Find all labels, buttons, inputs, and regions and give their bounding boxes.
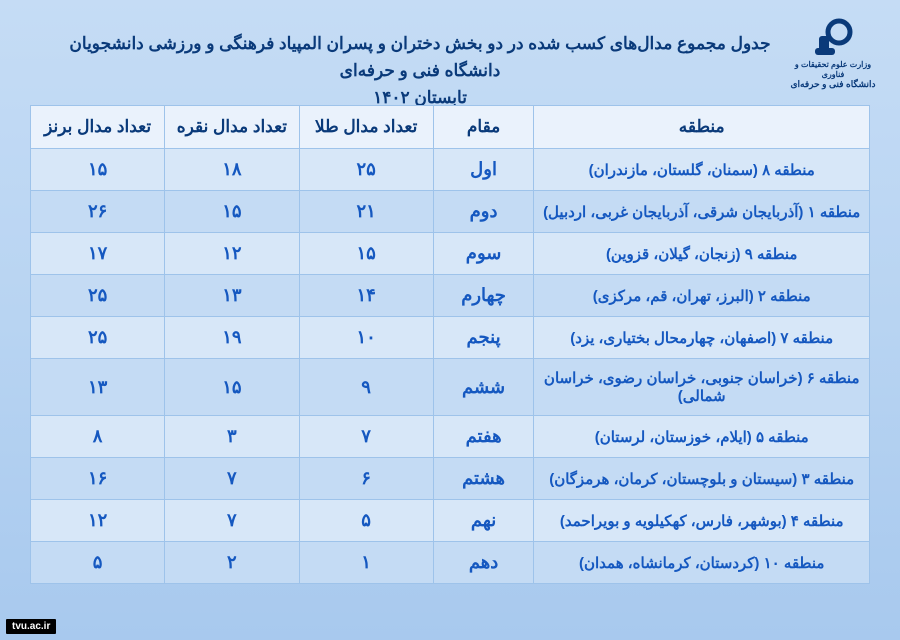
region-cell: منطقه ۹ (زنجان، گیلان، قزوین) [534,233,870,275]
bronze-cell: ۲۵ [31,275,165,317]
silver-cell: ۳ [165,416,299,458]
bronze-cell: ۱۳ [31,359,165,416]
title-line-1: جدول مجموع مدال‌های کسب شده در دو بخش دخ… [60,30,780,84]
gold-cell: ۶ [299,458,433,500]
gold-cell: ۵ [299,500,433,542]
table-row: منطقه ۹ (زنجان، گیلان، قزوین)سوم۱۵۱۲۱۷ [31,233,870,275]
medal-table: منطقه مقام تعداد مدال طلا تعداد مدال نقر… [30,105,870,584]
gold-cell: ۲۱ [299,191,433,233]
table-row: منطقه ۴ (بوشهر، فارس، کهکیلویه و بویراحم… [31,500,870,542]
table-row: منطقه ۶ (خراسان جنوبی، خراسان رضوی، خراس… [31,359,870,416]
rank-cell: دهم [433,542,534,584]
bronze-cell: ۱۷ [31,233,165,275]
region-cell: منطقه ۷ (اصفهان، چهارمحال بختیاری، یزد) [534,317,870,359]
logo-caption-1: وزارت علوم تحقیقات و فناوری [788,60,878,79]
rank-cell: هشتم [433,458,534,500]
rank-cell: هفتم [433,416,534,458]
col-rank: مقام [433,106,534,149]
logo-caption-2: دانشگاه فنی و حرفه‌ای [788,79,878,91]
region-cell: منطقه ۲ (البرز، تهران، قم، مرکزی) [534,275,870,317]
silver-cell: ۱۹ [165,317,299,359]
page-title: جدول مجموع مدال‌های کسب شده در دو بخش دخ… [60,30,780,112]
bronze-cell: ۲۶ [31,191,165,233]
table-row: منطقه ۸ (سمنان، گلستان، مازندران)اول۲۵۱۸… [31,149,870,191]
silver-cell: ۷ [165,458,299,500]
silver-cell: ۱۵ [165,191,299,233]
silver-cell: ۱۳ [165,275,299,317]
table-row: منطقه ۵ (ایلام، خوزستان، لرستان)هفتم۷۳۸ [31,416,870,458]
gold-cell: ۱۵ [299,233,433,275]
region-cell: منطقه ۳ (سیستان و بلوچستان، کرمان، هرمزگ… [534,458,870,500]
gold-cell: ۹ [299,359,433,416]
gold-cell: ۱ [299,542,433,584]
region-cell: منطقه ۱۰ (کردستان، کرمانشاه، همدان) [534,542,870,584]
gold-cell: ۱۰ [299,317,433,359]
rank-cell: ششم [433,359,534,416]
bronze-cell: ۲۵ [31,317,165,359]
medal-table-wrap: منطقه مقام تعداد مدال طلا تعداد مدال نقر… [30,105,870,584]
silver-cell: ۱۲ [165,233,299,275]
rank-cell: چهارم [433,275,534,317]
table-row: منطقه ۱ (آذربایجان شرقی، آذربایجان غربی،… [31,191,870,233]
silver-cell: ۷ [165,500,299,542]
silver-cell: ۲ [165,542,299,584]
gold-cell: ۲۵ [299,149,433,191]
col-region: منطقه [534,106,870,149]
bronze-cell: ۱۵ [31,149,165,191]
col-silver: تعداد مدال نقره [165,106,299,149]
table-row: منطقه ۱۰ (کردستان، کرمانشاه، همدان)دهم۱۲… [31,542,870,584]
logo-block: وزارت علوم تحقیقات و فناوری دانشگاه فنی … [788,18,878,91]
watermark: tvu.ac.ir [6,619,56,634]
region-cell: منطقه ۴ (بوشهر، فارس، کهکیلویه و بویراحم… [534,500,870,542]
gold-cell: ۱۴ [299,275,433,317]
region-cell: منطقه ۱ (آذربایجان شرقی، آذربایجان غربی،… [534,191,870,233]
rank-cell: دوم [433,191,534,233]
table-row: منطقه ۳ (سیستان و بلوچستان، کرمان، هرمزگ… [31,458,870,500]
bronze-cell: ۸ [31,416,165,458]
rank-cell: اول [433,149,534,191]
rank-cell: پنجم [433,317,534,359]
col-bronze: تعداد مدال برنز [31,106,165,149]
bronze-cell: ۵ [31,542,165,584]
table-row: منطقه ۷ (اصفهان، چهارمحال بختیاری، یزد)پ… [31,317,870,359]
table-row: منطقه ۲ (البرز، تهران، قم، مرکزی)چهارم۱۴… [31,275,870,317]
region-cell: منطقه ۸ (سمنان، گلستان، مازندران) [534,149,870,191]
col-gold: تعداد مدال طلا [299,106,433,149]
rank-cell: نهم [433,500,534,542]
university-logo-icon [811,18,855,58]
silver-cell: ۱۵ [165,359,299,416]
silver-cell: ۱۸ [165,149,299,191]
gold-cell: ۷ [299,416,433,458]
region-cell: منطقه ۵ (ایلام، خوزستان، لرستان) [534,416,870,458]
region-cell: منطقه ۶ (خراسان جنوبی، خراسان رضوی، خراس… [534,359,870,416]
bronze-cell: ۱۶ [31,458,165,500]
rank-cell: سوم [433,233,534,275]
table-header-row: منطقه مقام تعداد مدال طلا تعداد مدال نقر… [31,106,870,149]
bronze-cell: ۱۲ [31,500,165,542]
